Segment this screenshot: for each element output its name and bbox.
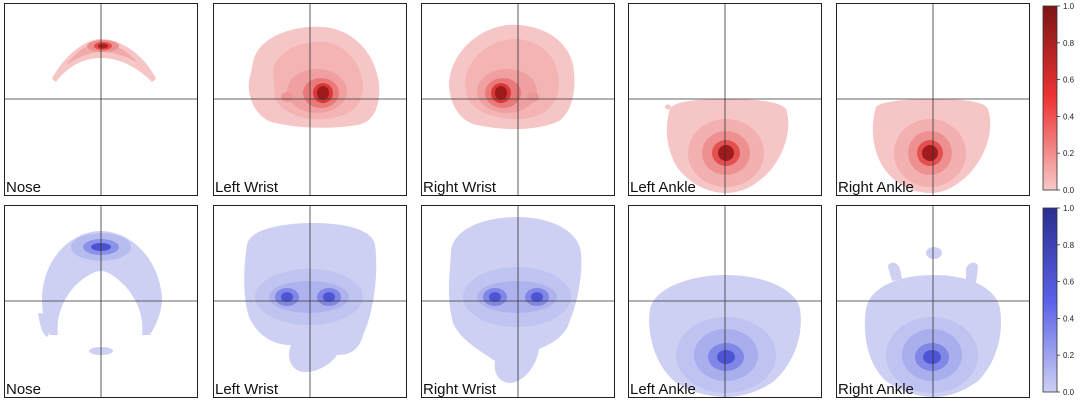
- heatmap-plot: [213, 205, 407, 398]
- heatmap-panel-left-ankle-red: Left Ankle: [628, 3, 822, 196]
- panel-label: Right Wrist: [423, 381, 497, 398]
- heatmap-panel-nose-red: Nose: [4, 3, 198, 196]
- panel-label: Right Ankle: [838, 179, 914, 196]
- heatmap-panel-left-ankle-blue: Left Ankle: [628, 205, 822, 398]
- heatmap-panel-right-wrist-blue: Right Wrist: [421, 205, 615, 398]
- heatmap-panel-right-ankle-blue: Right Ankle: [836, 205, 1030, 398]
- colorbar-gradient: [1042, 207, 1058, 393]
- colorbar-tick-label: 0.6: [1063, 278, 1075, 287]
- panel-label: Left Wrist: [215, 179, 279, 196]
- red-heatmap-row: Nose Left Wrist: [0, 3, 1080, 198]
- colorbar-gradient: [1042, 5, 1058, 191]
- colorbar-tick-label: 0.2: [1063, 351, 1075, 360]
- panel-label: Left Wrist: [215, 381, 279, 398]
- heatmap-plot: [836, 3, 1030, 196]
- heatmap-plot: [628, 205, 822, 398]
- heatmap-panel-left-wrist-red: Left Wrist: [213, 3, 407, 196]
- heatmap-panel-right-ankle-red: Right Ankle: [836, 3, 1030, 196]
- heatmap-plot: [213, 3, 407, 196]
- heatmap-plot: [421, 3, 615, 196]
- colorbar-tick-label: 1.0: [1063, 205, 1075, 213]
- heatmap-panel-left-wrist-blue: Left Wrist: [213, 205, 407, 398]
- colorbar-tick-label: 0.4: [1063, 314, 1075, 323]
- heatmap-plot: [836, 205, 1030, 398]
- colorbar-tick-label: 0.8: [1063, 39, 1075, 48]
- heatmap-panel-nose-blue: Nose: [4, 205, 198, 398]
- heatmap-plot: [421, 205, 615, 398]
- colorbar-ticks: 0.0 0.2 0.4 0.6 0.8 1.0: [1057, 3, 1075, 195]
- colorbar-tick-label: 0.4: [1063, 112, 1075, 121]
- panel-label: Right Wrist: [423, 179, 497, 196]
- panel-label: Right Ankle: [838, 381, 914, 398]
- heatmap-plot: [4, 3, 198, 196]
- panel-label: Nose: [6, 179, 42, 196]
- panel-label: Nose: [6, 381, 42, 398]
- colorbar-tick-label: 0.2: [1063, 149, 1075, 158]
- colorbar-tick-label: 0.6: [1063, 76, 1075, 85]
- heatmap-plot: [4, 205, 198, 398]
- panel-label: Left Ankle: [630, 179, 696, 196]
- colorbar-ticks: 0.0 0.2 0.4 0.6 0.8 1.0: [1057, 205, 1075, 397]
- heatmap-plot: [628, 3, 822, 196]
- heatmap-panel-right-wrist-red: Right Wrist: [421, 3, 615, 196]
- colorbar-tick-label: 0.0: [1063, 388, 1075, 397]
- blue-heatmap-row: Nose Left Wrist: [0, 205, 1080, 400]
- colorbar-tick-label: 0.8: [1063, 241, 1075, 250]
- colorbar-tick-label: 0.0: [1063, 186, 1075, 195]
- colorbar-tick-label: 1.0: [1063, 3, 1075, 11]
- panel-label: Left Ankle: [630, 381, 696, 398]
